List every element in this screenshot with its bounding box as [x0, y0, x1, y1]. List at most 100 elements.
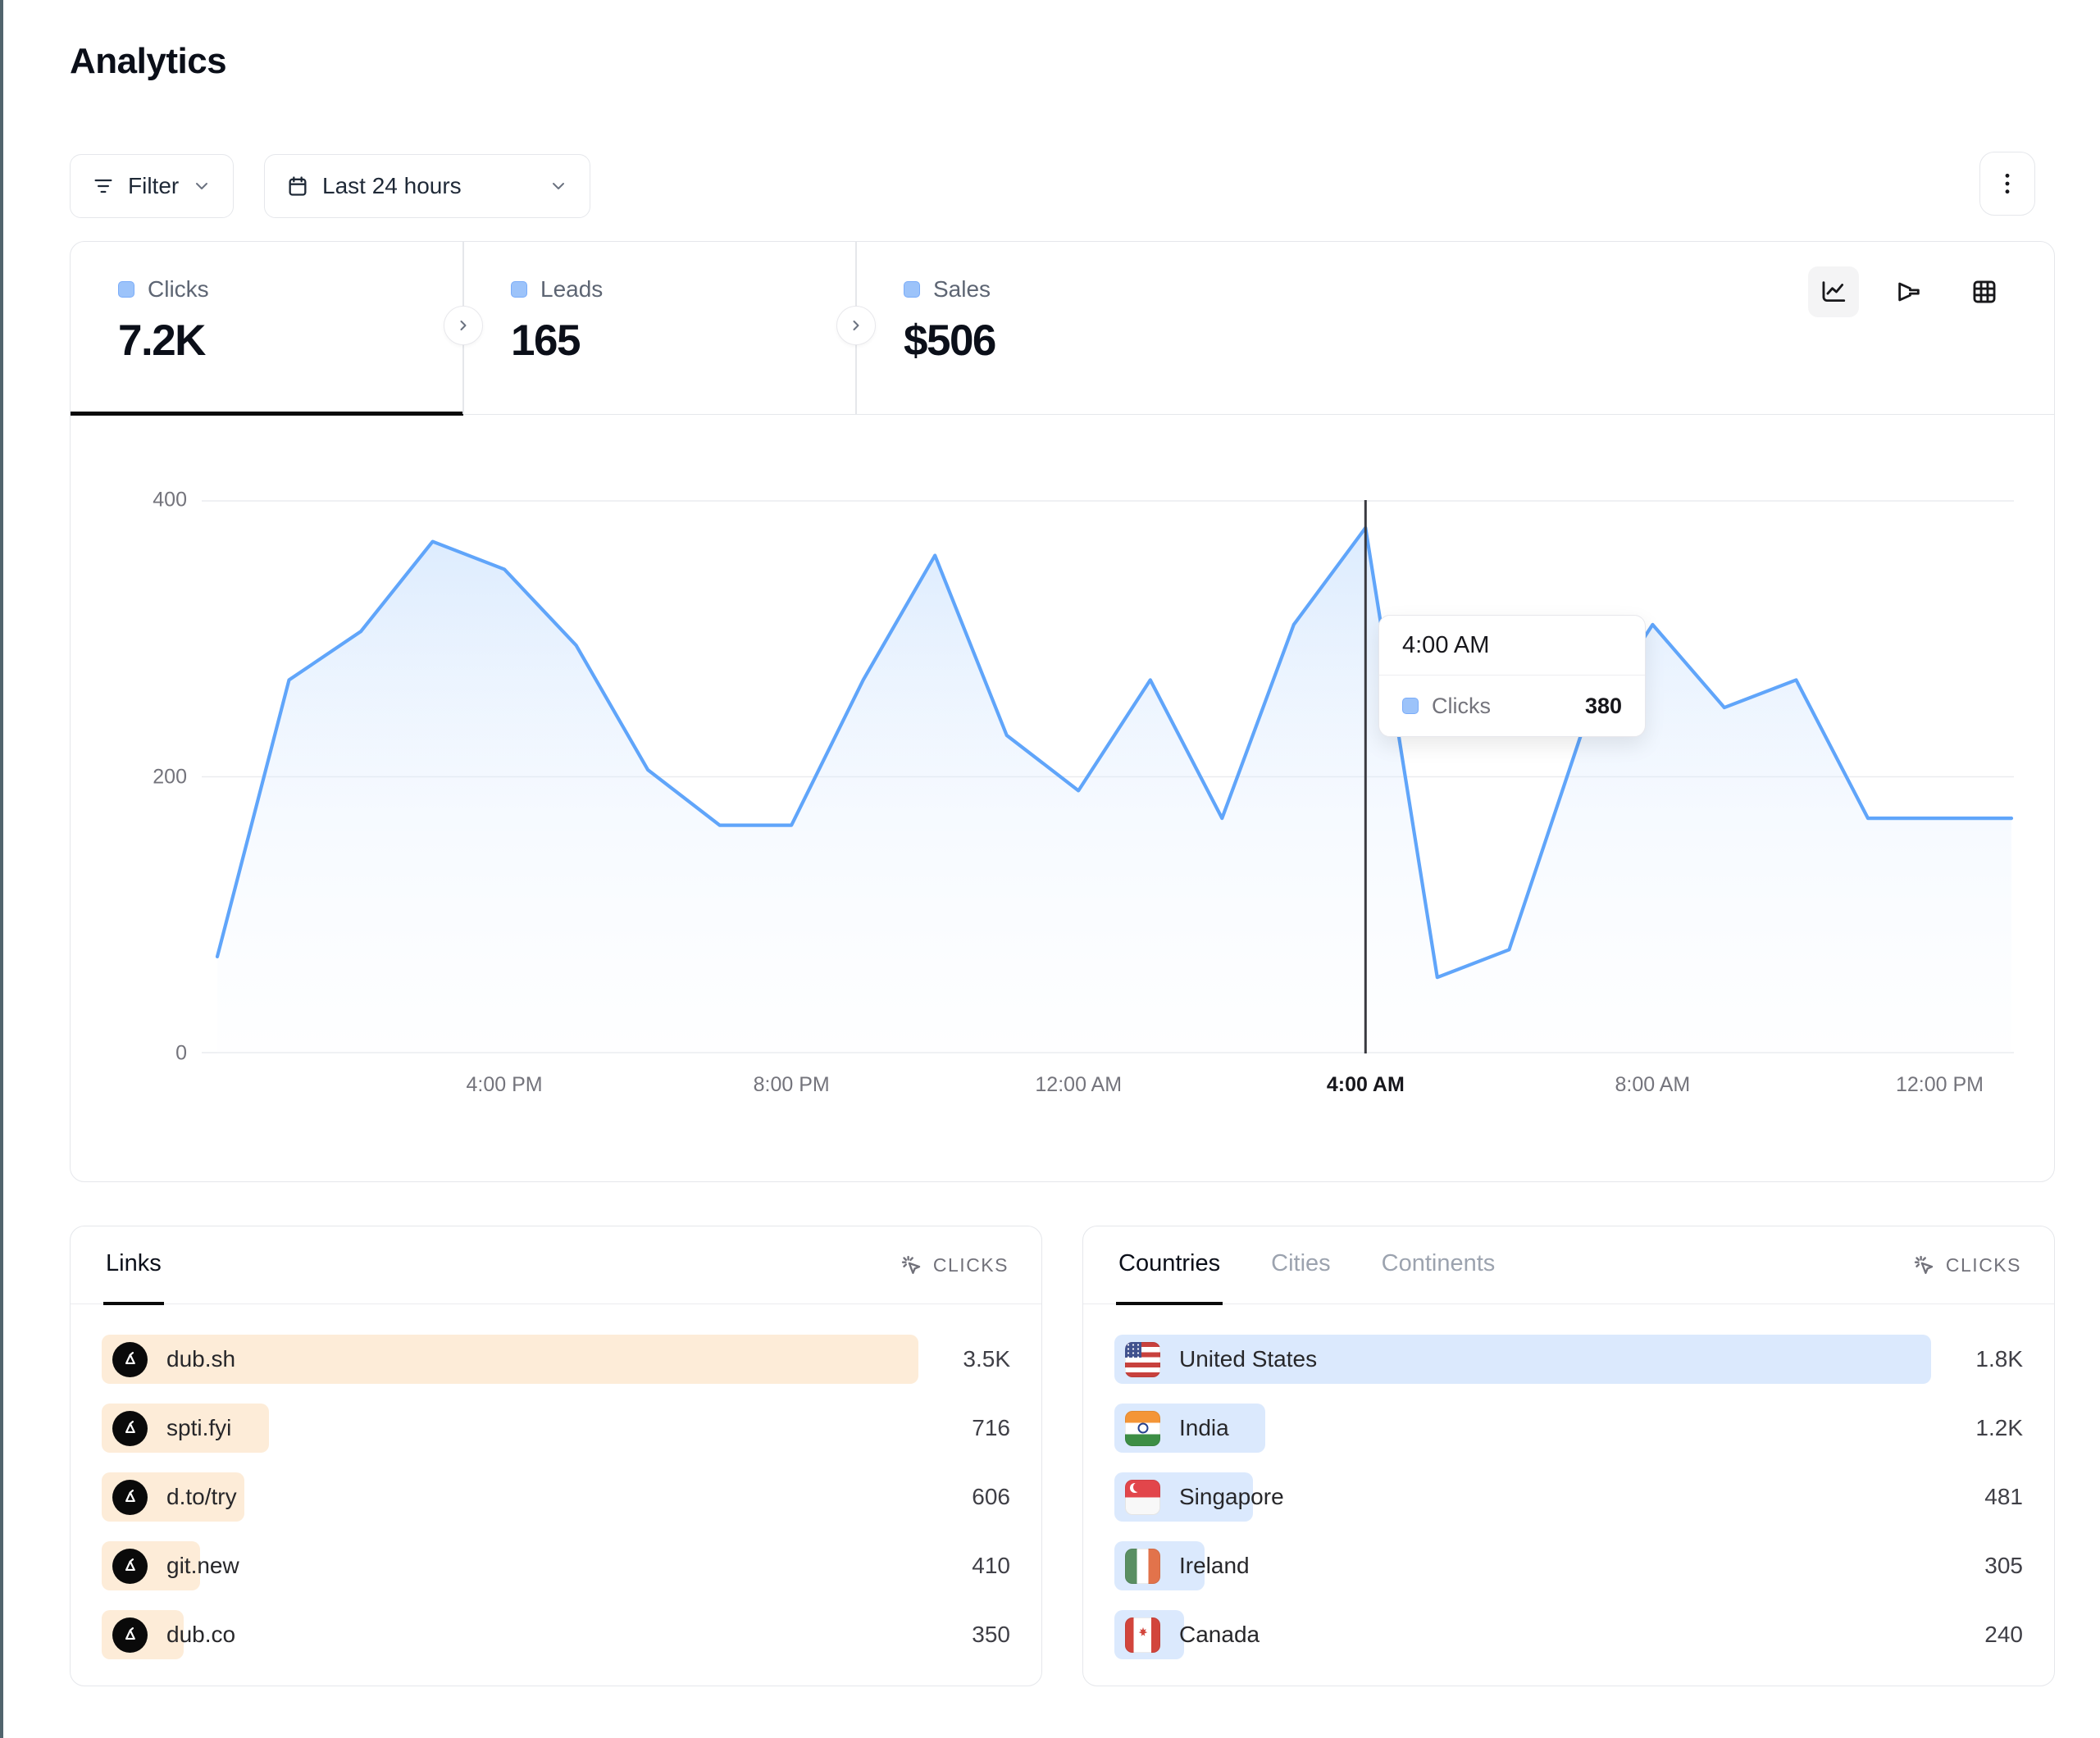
country-row[interactable]: Singapore 481 — [1114, 1472, 2023, 1522]
clicks-label: Clicks — [148, 276, 209, 302]
tab-leads[interactable]: Leads 165 — [463, 242, 856, 414]
links-panel-header: Links CLICKS — [71, 1226, 1041, 1305]
funnel-view-button[interactable] — [1884, 266, 1934, 317]
links-metric-label: CLICKS — [932, 1253, 1009, 1276]
left-edge-strip — [0, 0, 3, 1738]
expand-leads-button[interactable] — [444, 306, 483, 345]
clicks-legend-swatch — [118, 281, 134, 298]
row-bar-area: India — [1114, 1404, 1931, 1453]
row-value: 481 — [1984, 1484, 2023, 1509]
row-bar-area: dub.sh — [102, 1335, 918, 1384]
links-list: dub.sh 3.5K spti.fyi 716 d.to/ — [102, 1335, 1010, 1679]
row-bar-area: Canada — [1114, 1610, 1931, 1659]
row-bar-area: d.to/try — [102, 1472, 918, 1522]
dub-logo-icon — [112, 1548, 148, 1584]
funnel-icon — [1895, 278, 1923, 306]
leads-value: 165 — [511, 316, 581, 365]
clicks-chart[interactable]: 400 200 0 4:00 PM 8:00 PM 12:00 AM 4:00 AM 8:0… — [71, 416, 2054, 1181]
chevron-down-icon — [192, 176, 212, 196]
y-tick-label: 0 — [175, 1041, 187, 1065]
country-row[interactable]: United States 1.8K — [1114, 1335, 2023, 1384]
tooltip-legend-swatch — [1402, 698, 1419, 714]
country-row[interactable]: Canada 240 — [1114, 1610, 2023, 1659]
tab-cities[interactable]: Cities — [1271, 1250, 1331, 1277]
row-value: 240 — [1984, 1622, 2023, 1647]
geo-panel-header: Countries Cities Continents CLICKS — [1083, 1226, 2054, 1305]
dub-logo-icon — [112, 1617, 148, 1653]
tab-links[interactable]: Links — [103, 1226, 164, 1305]
cursor-click-icon — [1911, 1253, 1936, 1277]
row-value: 350 — [972, 1622, 1010, 1647]
row-label: Singapore — [1179, 1484, 1284, 1509]
link-row[interactable]: d.to/try 606 — [102, 1472, 1010, 1522]
row-label: dub.co — [166, 1622, 236, 1647]
row-bar-area: git.new — [102, 1541, 918, 1590]
tab-countries[interactable]: Countries — [1116, 1226, 1223, 1305]
link-row[interactable]: dub.co 350 — [102, 1610, 1010, 1659]
row-label: git.new — [166, 1553, 239, 1578]
row-bar-area: Singapore — [1114, 1472, 1931, 1522]
row-value: 1.8K — [1975, 1346, 2023, 1372]
analytics-card: Clicks 7.2K Leads 165 — [70, 241, 2055, 1182]
clicks-value: 7.2K — [118, 316, 206, 365]
tab-continents[interactable]: Continents — [1381, 1250, 1496, 1277]
filter-button[interactable]: Filter — [70, 154, 235, 218]
table-view-button[interactable] — [1959, 266, 2010, 317]
leads-label: Leads — [540, 276, 604, 302]
links-metric-header[interactable]: CLICKS — [899, 1226, 1009, 1304]
leads-legend-swatch — [511, 281, 527, 298]
row-bar-area: Ireland — [1114, 1541, 1931, 1590]
link-row[interactable]: dub.sh 3.5K — [102, 1335, 1010, 1384]
chevron-right-icon — [455, 317, 471, 334]
links-panel: Links CLICKS dub.sh 3.5K — [70, 1226, 1042, 1686]
row-bar — [102, 1335, 918, 1384]
flag-ie-icon — [1125, 1548, 1160, 1584]
chart-view-switcher — [1808, 266, 2010, 317]
area-chart-canvas — [202, 500, 2014, 1053]
row-label: Ireland — [1179, 1553, 1250, 1578]
dub-logo-icon — [112, 1479, 148, 1515]
country-row[interactable]: India 1.2K — [1114, 1404, 2023, 1453]
sales-value: $506 — [904, 316, 996, 365]
flag-us-icon — [1125, 1341, 1160, 1377]
row-value: 1.2K — [1975, 1415, 2023, 1440]
dub-logo-icon — [112, 1410, 148, 1446]
chevron-right-icon — [848, 317, 864, 334]
date-range-button[interactable]: Last 24 hours — [264, 154, 590, 218]
y-tick-label: 200 — [153, 765, 187, 788]
more-options-button[interactable] — [1979, 152, 2035, 216]
row-label: dub.sh — [166, 1346, 236, 1372]
row-value: 3.5K — [963, 1346, 1010, 1372]
row-value: 410 — [972, 1553, 1010, 1578]
row-label: Canada — [1179, 1622, 1260, 1647]
sales-legend-swatch — [904, 281, 920, 298]
page-title: Analytics — [70, 41, 227, 81]
link-row[interactable]: spti.fyi 716 — [102, 1404, 1010, 1453]
geo-panel: Countries Cities Continents CLICKS United … — [1082, 1226, 2055, 1686]
country-row[interactable]: Ireland 305 — [1114, 1541, 2023, 1590]
area-fill — [217, 527, 2011, 1053]
line-chart-view-button[interactable] — [1808, 266, 1859, 317]
chart-tooltip: 4:00 AM Clicks 380 — [1378, 615, 1646, 737]
tab-sales[interactable]: Sales $506 — [856, 242, 2054, 414]
line-chart-icon — [1820, 278, 1847, 306]
tooltip-series-label: Clicks — [1432, 693, 1491, 718]
x-tick-label: 4:00 PM — [466, 1073, 543, 1096]
tooltip-value: 380 — [1584, 693, 1622, 718]
link-row[interactable]: git.new 410 — [102, 1541, 1010, 1590]
geo-metric-label: CLICKS — [1945, 1253, 2021, 1276]
clicks-line — [215, 525, 2014, 980]
y-tick-label: 400 — [153, 488, 187, 512]
row-label: d.to/try — [166, 1484, 237, 1509]
expand-sales-button[interactable] — [836, 306, 876, 345]
date-range-label: Last 24 hours — [322, 173, 462, 198]
row-bar-area: dub.co — [102, 1610, 918, 1659]
sales-label: Sales — [933, 276, 991, 302]
x-tick-label: 12:00 AM — [1035, 1073, 1123, 1096]
x-tick-label: 12:00 PM — [1895, 1073, 1984, 1096]
x-tick-label: 8:00 PM — [753, 1073, 830, 1096]
flag-sg-icon — [1125, 1479, 1160, 1515]
tab-clicks[interactable]: Clicks 7.2K — [71, 242, 463, 416]
row-label: spti.fyi — [166, 1415, 232, 1440]
geo-metric-header[interactable]: CLICKS — [1911, 1226, 2021, 1304]
